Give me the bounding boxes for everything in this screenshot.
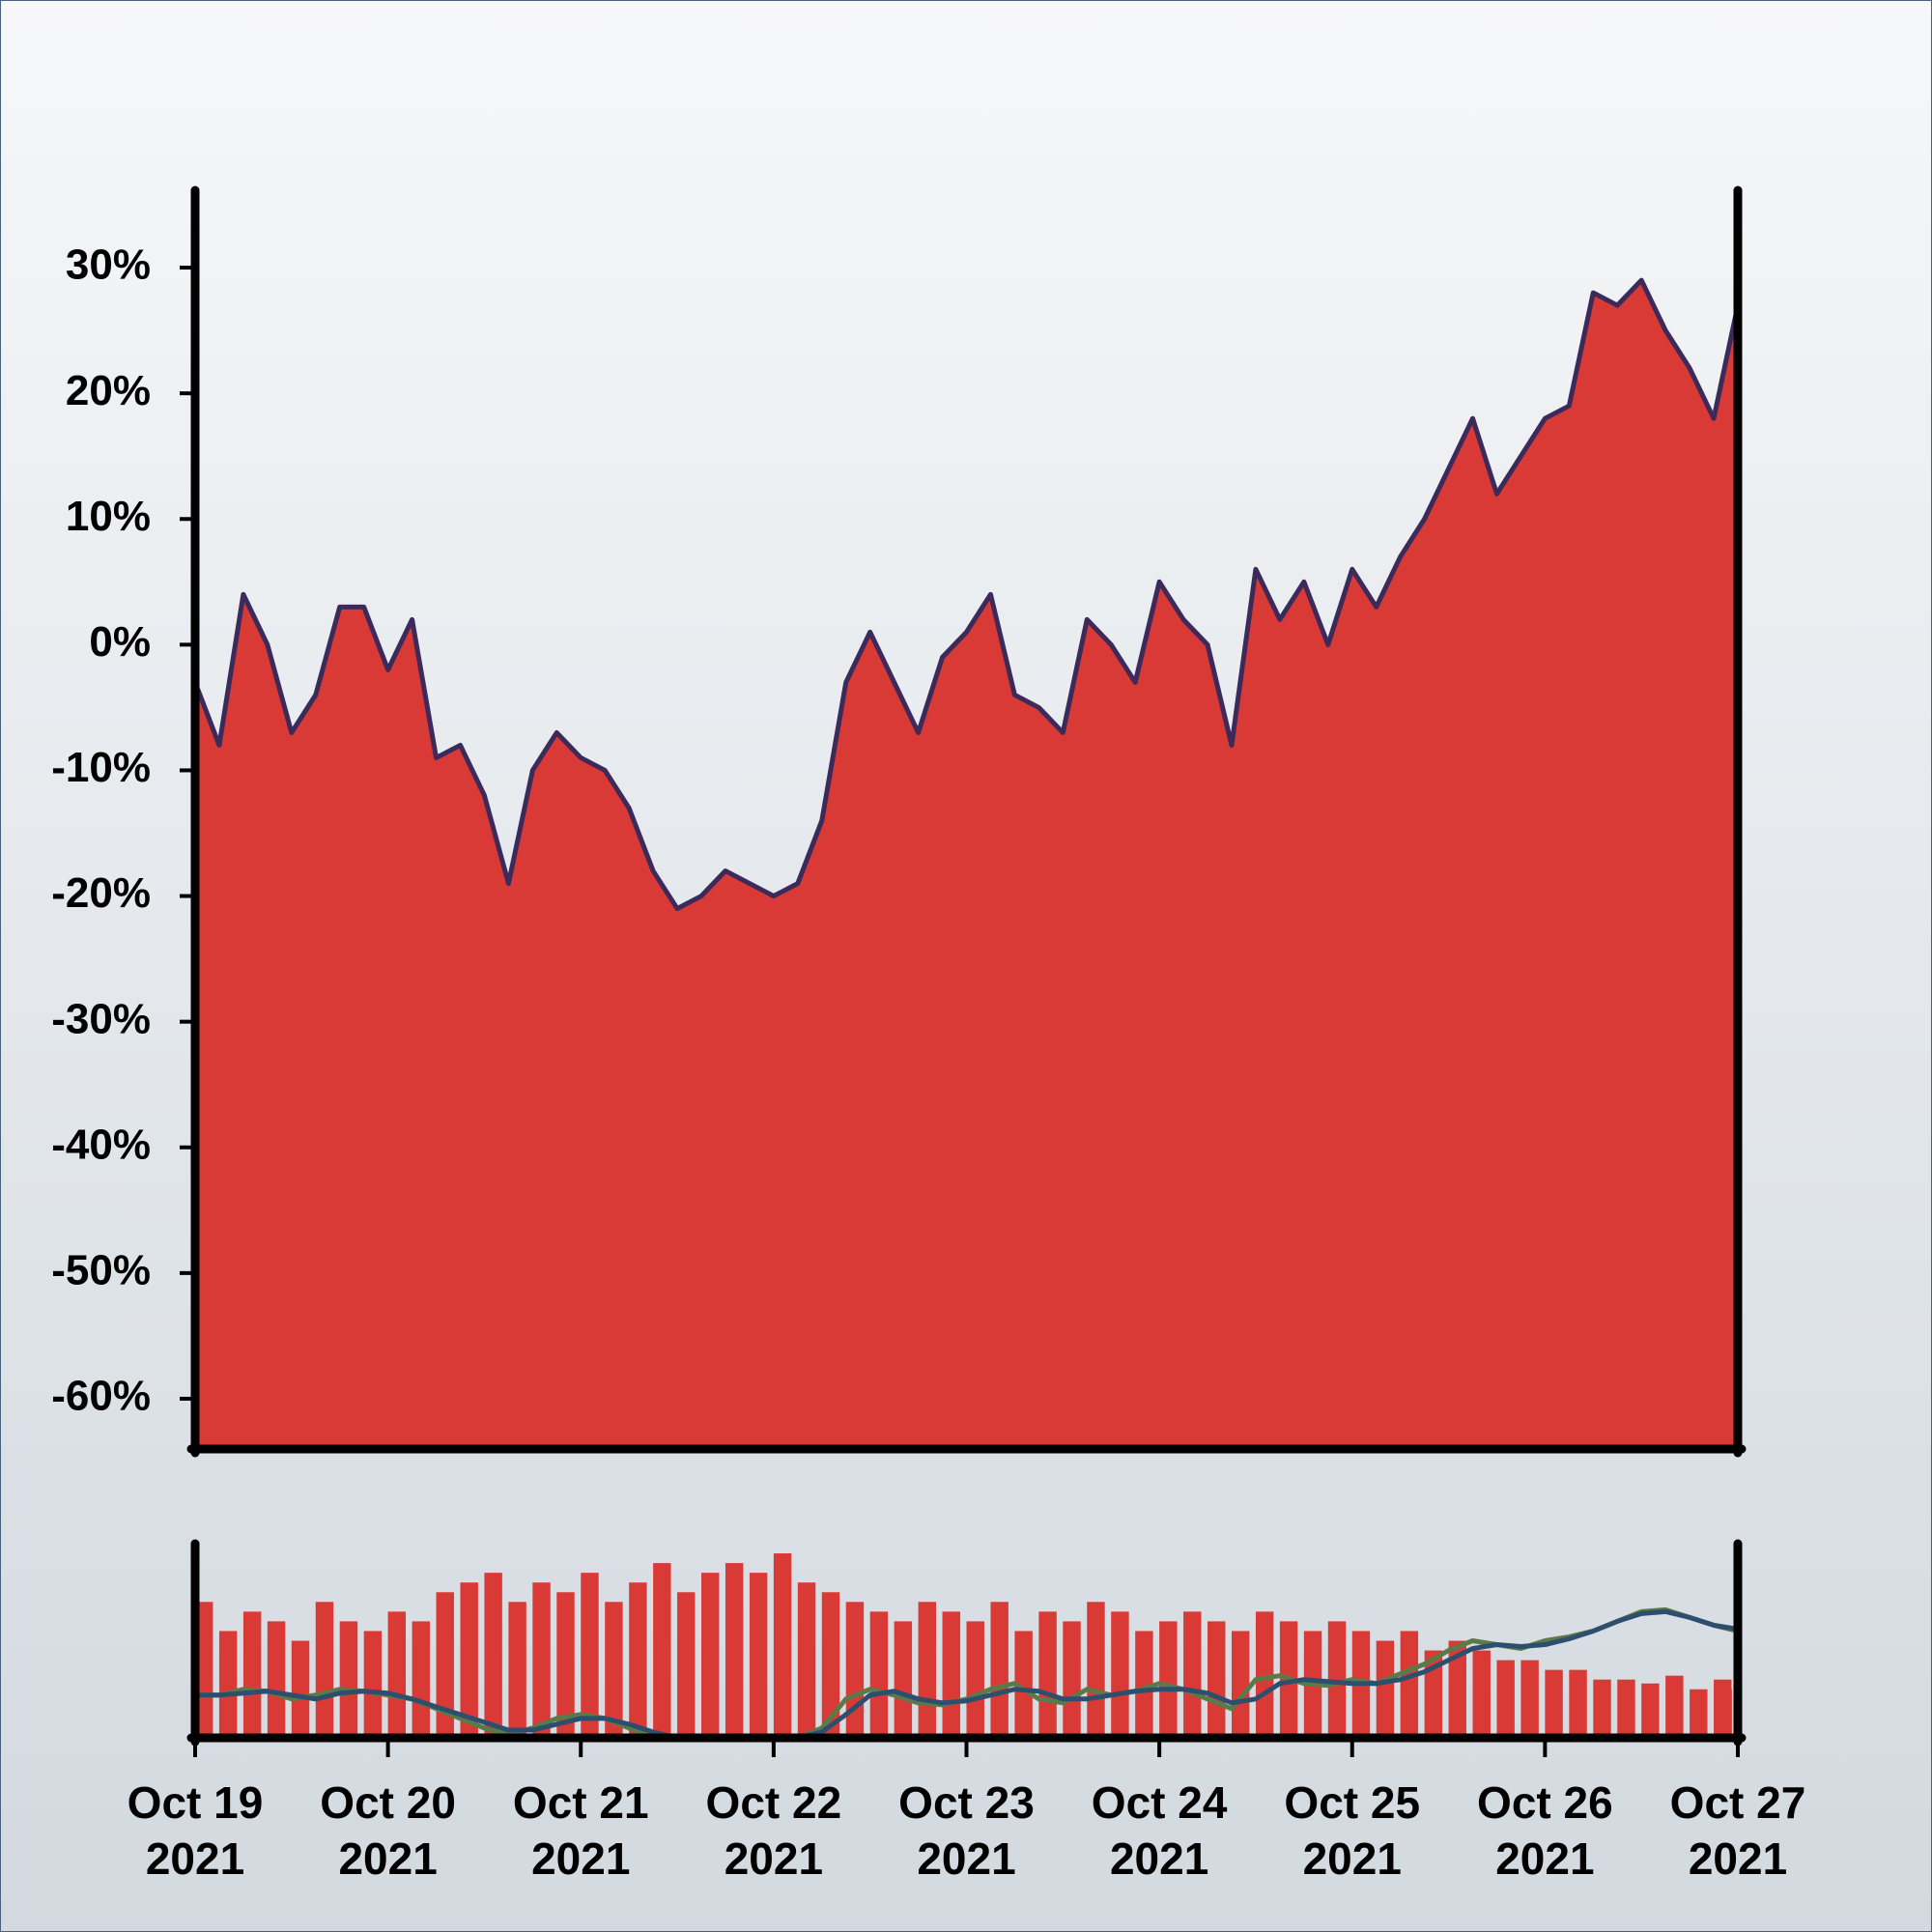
y-tick-label: -50% [51,1246,151,1293]
volume-bar [653,1563,671,1738]
line [192,277,1741,912]
y-tick-label: -20% [51,869,151,917]
volume-bar [267,1621,286,1738]
y-tick-label: 30% [66,242,151,289]
volume-bar [629,1582,647,1738]
volume-bar [412,1621,431,1738]
volume-bar [1208,1621,1226,1738]
volume-bar [1376,1640,1395,1738]
volume-bar [724,1563,744,1738]
x-tick-label: Oct 24 2021 [1091,1777,1228,1884]
volume-bar [1472,1650,1491,1738]
volume-bar [1014,1631,1033,1738]
volume-bar [1545,1669,1563,1738]
volume-bar [1641,1683,1660,1738]
volume-bar [773,1553,792,1738]
volume-bar [484,1573,502,1738]
volume-bar [869,1611,889,1738]
volume-bar [1038,1611,1057,1738]
volume-bar [1255,1611,1274,1738]
volume-bar [1327,1621,1347,1738]
volume-bar [605,1602,623,1738]
x-tick-label: Oct 22 2021 [705,1777,842,1884]
volume-bar [677,1592,696,1738]
x-tick-label: Oct 27 2021 [1669,1777,1806,1884]
volume-bar [1496,1660,1515,1738]
y-tick-label: 10% [66,493,151,540]
volume-bar [1690,1689,1708,1738]
y-tick-label: 20% [66,367,151,414]
volume-bar [532,1582,551,1738]
y-tick-label: -60% [51,1373,151,1420]
volume-bar [845,1602,865,1738]
volume-bar [1135,1631,1153,1738]
x-tick-label: Oct 26 2021 [1477,1777,1613,1884]
y-tick-label: -10% [51,744,151,791]
volume-bar [1617,1679,1635,1738]
volume-bar [1448,1640,1466,1738]
volume-bar [339,1621,358,1738]
volume-bar [821,1592,840,1738]
volume-bar [1569,1669,1587,1738]
volume-bar [218,1631,238,1738]
volume-bar [363,1631,383,1738]
volume-bar [387,1611,407,1738]
volume-bar [942,1611,960,1738]
y-tick-label: 0% [89,618,151,666]
volume-bar [1231,1631,1250,1738]
volume-bar [195,1602,213,1738]
volume-bar [749,1573,768,1738]
volume-bar [1520,1660,1539,1738]
volume-bar [797,1582,816,1738]
volume-bar [894,1621,913,1738]
volume-bar [291,1640,310,1738]
volume-bar [1111,1611,1129,1738]
volume-bar [990,1602,1009,1738]
area [195,280,1738,1449]
volume-bar [436,1592,454,1738]
volume-bar [508,1602,526,1738]
volume-bar [1714,1689,1732,1738]
volume-bar [315,1602,334,1738]
volume-bar [1159,1621,1178,1738]
volume-bar [701,1573,720,1738]
x-tick-label: Oct 25 2021 [1284,1777,1421,1884]
volume-bar [460,1582,478,1738]
moving-average [195,1608,1739,1741]
volume-bar [1063,1621,1081,1738]
volume-bar [242,1611,262,1738]
x-tick-label: Oct 20 2021 [320,1777,456,1884]
volume-bar [1183,1611,1202,1738]
x-tick-label: Oct 23 2021 [898,1777,1035,1884]
volume-bar [556,1592,575,1738]
volume-bar [1400,1631,1419,1738]
volume-bar [966,1621,984,1738]
volume-bar [1593,1679,1611,1738]
volume-bar [1665,1675,1684,1738]
x-tick-label: Oct 21 2021 [512,1777,649,1884]
volume-bar [918,1602,937,1738]
volume-bar [1087,1602,1105,1738]
x-tick-label: Oct 19 2021 [127,1777,264,1884]
y-tick-label: -40% [51,1121,151,1168]
volume-bar [581,1573,599,1738]
y-tick-label: -30% [51,995,151,1042]
